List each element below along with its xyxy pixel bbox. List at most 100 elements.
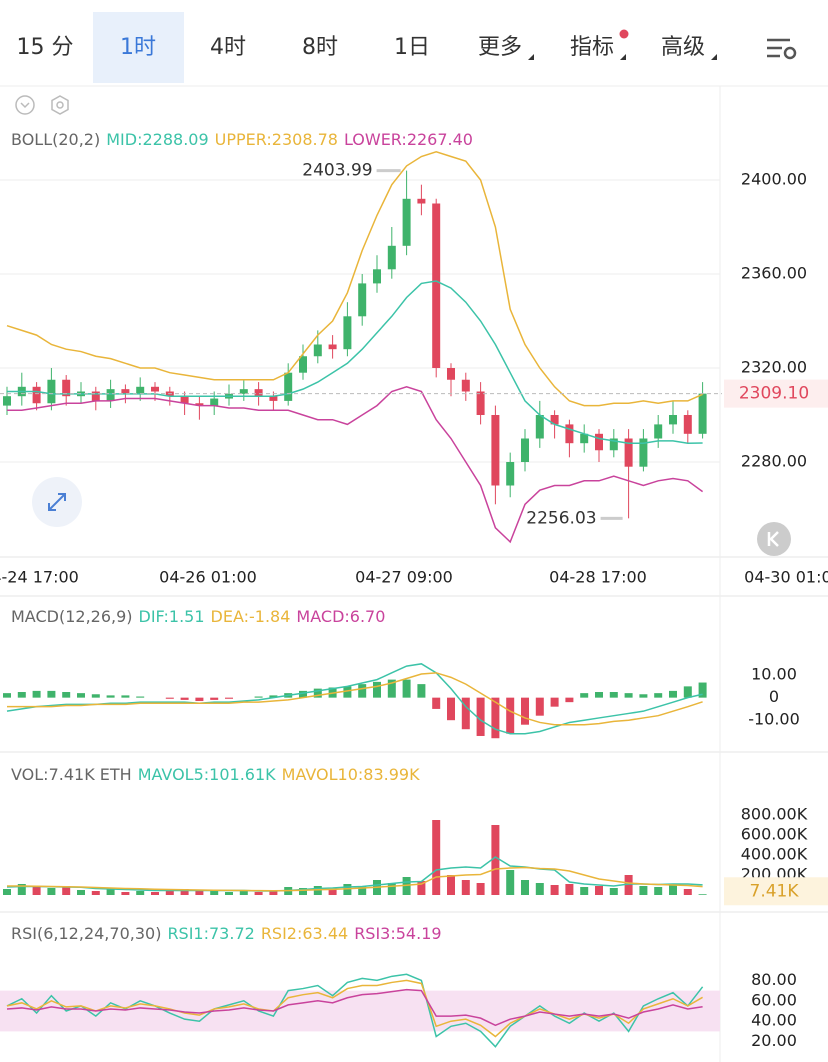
candle-body [343,316,352,350]
macd-bar [609,692,618,698]
legend: MACD(12,26,9) DIF:1.51 DEA:-1.84 MACD:6.70 [11,607,385,626]
back-button[interactable] [757,522,791,556]
volume-bar [328,889,337,895]
candle-body [550,415,559,425]
macd-bar [624,693,633,698]
candle-body [210,398,219,406]
rsi-band [0,990,720,1032]
candle-body [491,415,500,486]
candle-body [447,368,455,380]
macd-bar [62,692,71,698]
legend-item: MAVOL10:83.99K [282,765,420,784]
y-tick-label: 2320.00 [741,358,807,377]
tab[interactable]: 8时 [302,35,338,60]
candle-body [3,396,11,406]
candle-body [624,438,633,467]
candle-body [254,389,263,397]
y-tick-label: 40.00 [751,1011,797,1030]
candle-body [195,403,204,406]
macd-bar [476,697,485,736]
y-tick-label: 800.00K [741,805,808,824]
candle-body [180,396,189,404]
candle-body [669,415,677,425]
y-tick-label: 10.00 [751,665,797,684]
macd-bar [506,697,515,734]
volume-bar [225,892,233,895]
candle-body [151,386,159,392]
macd-bar [387,679,396,698]
legend: RSI(6,12,24,70,30) RSI1:73.72 RSI2:63.44 RS… [11,924,442,943]
macd-bar [299,690,307,698]
volume-bar [165,890,174,895]
y-tick-label: 2280.00 [741,452,807,471]
tab[interactable]: 4时 [210,35,246,60]
badge-dot [619,29,629,39]
macd-bar [535,697,544,716]
y-tick-label: 600.00K [741,825,808,844]
tab[interactable]: 1日 [394,35,430,60]
volume-bar [447,875,455,895]
volume-bar [136,891,145,895]
volume-bar [639,886,648,895]
volume-bar [195,891,204,895]
chart-tools[interactable] [15,95,69,115]
volume-bar [535,883,544,895]
min-label: 2256.03 [526,508,596,528]
indicator-line [7,866,703,892]
legend-item: DIF:1.51 [139,607,205,626]
tab[interactable]: 15 分 [17,35,74,60]
tab[interactable]: 指标 [570,35,614,60]
candle-body [506,462,515,486]
volume-bar [121,892,130,895]
y-tick-label: 2400.00 [741,170,807,189]
legend: BOLL(20,2) MID:2288.09 UPPER:2308.78 LOWER:… [11,130,473,149]
volume-bar [624,875,633,895]
macd-bar [447,697,455,721]
candle-body [417,198,426,204]
legend-item: VOL:7.41K ETH [11,765,132,784]
legend: VOL:7.41K ETH MAVOL5:101.61K MAVOL10:83.99… [11,765,420,784]
macd-bar [432,697,441,709]
macd-bar [491,697,500,739]
candle-body [284,372,293,401]
tab[interactable]: 更多 [478,35,522,60]
tab[interactable]: 高级 [661,35,705,60]
legend-item: DEA:-1.84 [211,607,291,626]
legend-item: RSI3:54.19 [354,924,441,943]
volume-bar [432,820,441,895]
candle-body [62,379,71,397]
candle-body [358,283,367,317]
dropdown-caret [620,54,626,60]
volume-bar [609,888,618,895]
candle-body [47,379,56,404]
volume-bar [521,880,529,895]
volume-bar [491,825,500,895]
macd-bar [91,694,100,698]
candle-body [121,389,130,394]
y-tick-label: 80.00 [751,970,797,989]
candle-body [269,396,278,401]
volume-bar [77,890,85,895]
settings-icon[interactable] [767,38,797,60]
macd-bar [269,695,278,698]
macd-bar [417,684,426,698]
volume-bar [180,889,189,895]
y-tick-label: 400.00K [741,845,808,864]
candle-body [432,203,441,368]
candle-body [313,344,322,357]
tab[interactable]: 1时 [120,35,156,60]
indicator-line [6,988,703,1027]
x-tick-label: 04-27 09:00 [355,568,453,587]
candle-body [609,438,618,451]
expand-button[interactable] [32,477,82,527]
max-label: 2403.99 [302,161,372,181]
candle-body [535,415,544,439]
volume-bar [654,887,663,895]
candle-body [32,386,41,404]
volume-bar [402,877,411,895]
macd-bar [683,686,692,698]
volume-bar [106,889,115,895]
volume-bar [151,892,159,895]
volume-bar [210,890,219,895]
legend-item: RSI1:73.72 [167,924,254,943]
